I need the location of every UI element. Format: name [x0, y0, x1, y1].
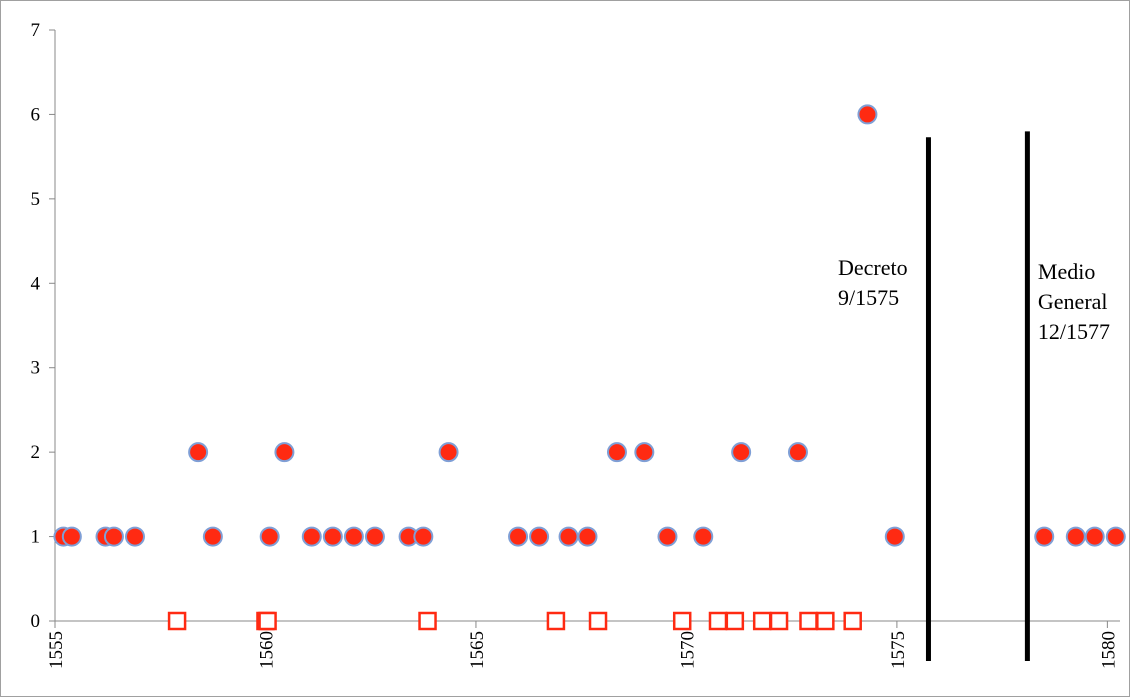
data-point-square — [843, 611, 862, 631]
data-point-square — [725, 611, 745, 631]
data-point-square — [752, 611, 772, 631]
data-point-circle — [322, 526, 343, 547]
x-tick-label: 1575 — [888, 631, 909, 669]
data-point-circle — [577, 526, 598, 547]
data-point-circle — [364, 526, 385, 547]
y-tick-label: 7 — [31, 20, 41, 41]
annotation-text: General — [1038, 289, 1108, 314]
annotation-text: 12/1577 — [1038, 319, 1110, 344]
data-point-circle — [413, 526, 434, 547]
y-tick-label: 2 — [31, 442, 41, 463]
annotations: Decreto 9/1575 Medio General 12/1577 — [838, 255, 1110, 344]
data-point-circle — [274, 442, 295, 463]
data-point-circle — [259, 526, 280, 547]
x-tick-label: 1570 — [677, 631, 698, 669]
x-tick-label: 1560 — [256, 631, 277, 669]
data-point-circle — [634, 442, 655, 463]
data-point-square — [769, 611, 789, 631]
data-point-circle — [558, 526, 579, 547]
data-point-circle — [787, 442, 808, 463]
data-point-circle — [884, 526, 905, 547]
axes: 0 1 2 3 4 5 6 7 1555 1560 1565 1570 1575 1580 — [31, 20, 1120, 669]
data-point-circle — [103, 526, 124, 547]
data-point-circle — [124, 526, 145, 547]
data-point-square — [418, 611, 437, 631]
y-tick-label: 0 — [31, 611, 41, 632]
data-point-square — [672, 611, 692, 631]
data-point-circle — [508, 526, 529, 547]
data-point-square — [816, 611, 835, 631]
y-tick-label: 4 — [31, 273, 41, 294]
data-point-square — [167, 611, 187, 631]
data-point-square — [708, 611, 728, 631]
annotation-text: Medio — [1038, 259, 1095, 284]
data-point-circle — [202, 526, 223, 547]
data-point-square — [799, 611, 818, 631]
y-tick-label: 3 — [31, 358, 41, 379]
data-point-circle — [693, 526, 714, 547]
data-marks — [53, 104, 1126, 631]
data-point-circle — [857, 104, 878, 125]
data-point-circle — [529, 526, 550, 547]
data-point-circle — [1065, 526, 1086, 547]
data-point-square — [258, 611, 277, 631]
x-tick-label: 1555 — [46, 631, 67, 669]
data-point-circle — [61, 526, 82, 547]
y-tick-label: 1 — [31, 527, 41, 548]
annotation-text: 9/1575 — [838, 285, 899, 310]
data-point-circle — [731, 442, 752, 463]
y-tick-label: 5 — [31, 189, 41, 210]
data-point-circle — [1105, 526, 1126, 547]
data-point-circle — [438, 442, 459, 463]
data-point-circle — [188, 442, 209, 463]
data-point-circle — [301, 526, 322, 547]
data-point-square — [588, 611, 608, 631]
annotation-text: Decreto — [838, 255, 908, 280]
data-point-circle — [343, 526, 364, 547]
x-tick-label: 1580 — [1098, 631, 1119, 669]
data-point-circle — [1034, 526, 1055, 547]
y-tick-label: 6 — [31, 104, 41, 125]
data-point-circle — [1084, 526, 1105, 547]
data-point-square — [546, 611, 566, 631]
x-tick-label: 1565 — [467, 631, 488, 669]
vertical-lines — [925, 131, 1030, 661]
data-point-circle — [657, 526, 678, 547]
data-point-circle — [606, 442, 627, 463]
